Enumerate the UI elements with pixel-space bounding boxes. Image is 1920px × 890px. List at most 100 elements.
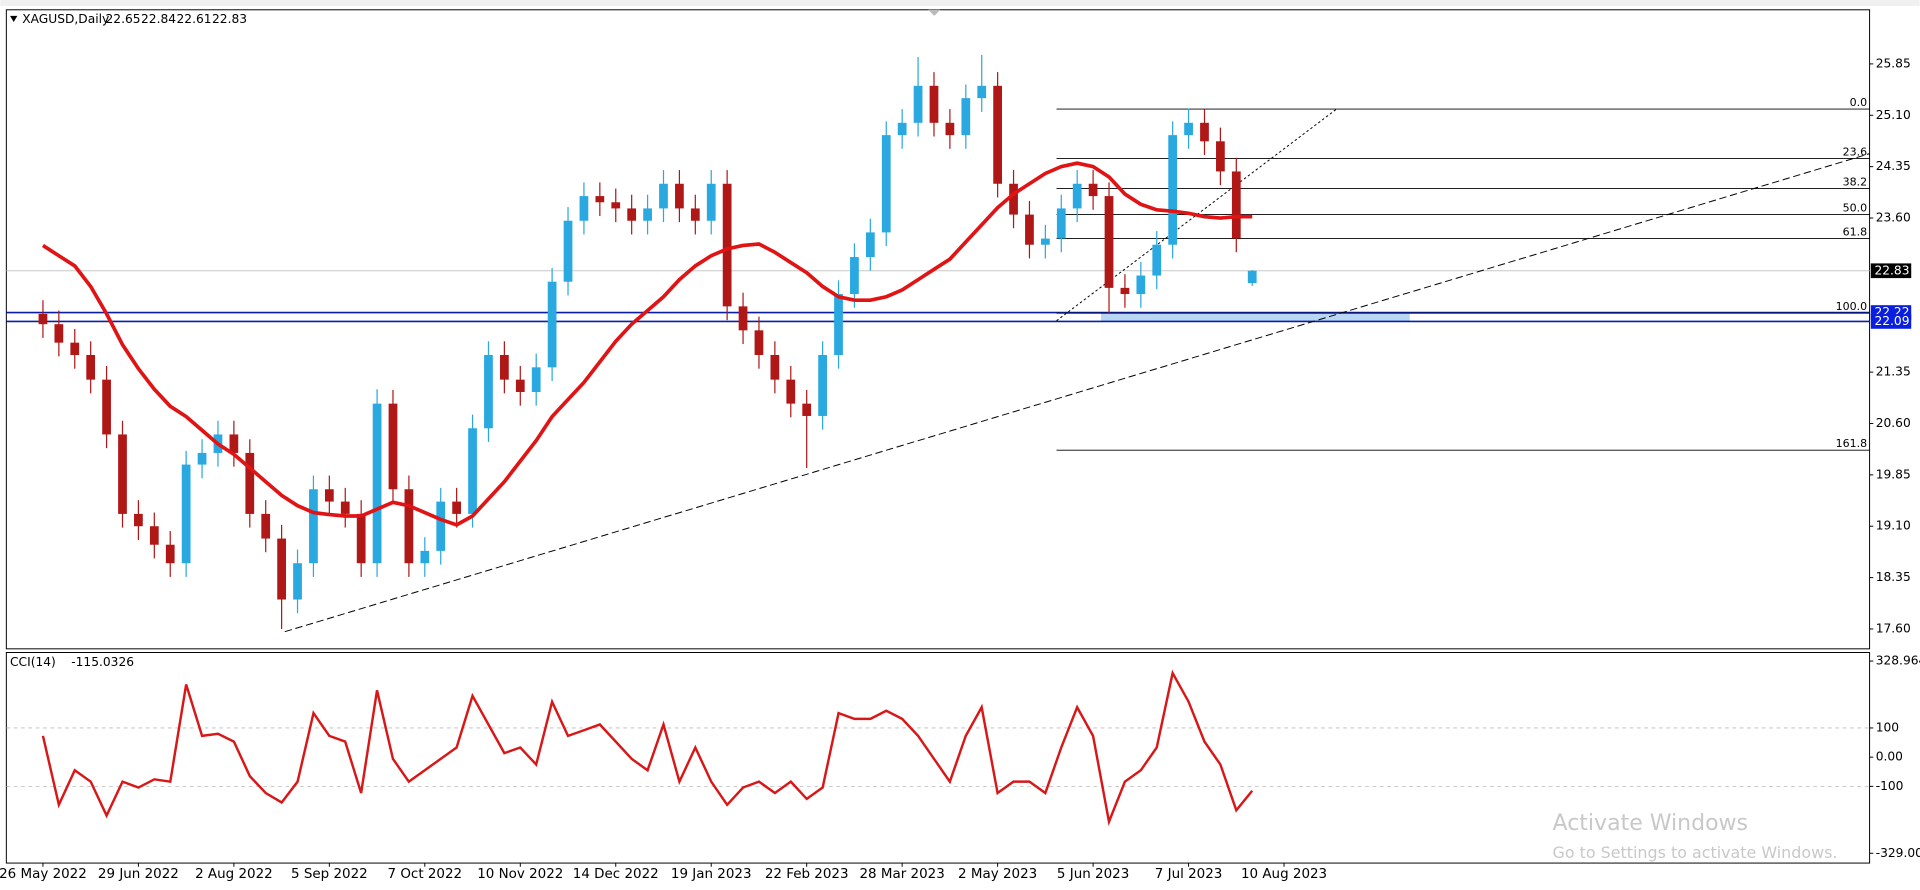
x-tick-label: 28 Mar 2023 <box>860 867 945 882</box>
candle-body <box>340 501 350 514</box>
x-tick-label: 5 Jun 2023 <box>1057 867 1129 882</box>
candle-body <box>420 550 430 564</box>
candle-body <box>515 379 525 392</box>
tab-strip <box>0 0 1920 7</box>
candle-body <box>134 513 143 527</box>
candle-body <box>452 501 462 514</box>
candle-body <box>818 354 827 416</box>
candle-body <box>1136 275 1146 295</box>
candle-body <box>118 434 127 514</box>
cci-line <box>41 669 1254 827</box>
candle-body <box>1216 141 1225 172</box>
price-tag <box>1870 314 1912 329</box>
candle-body <box>324 489 334 502</box>
candle-body <box>499 354 509 380</box>
fib-label: 161.8 <box>1836 437 1868 450</box>
candle-body <box>1040 238 1050 245</box>
candle-body <box>929 85 939 123</box>
candle-body <box>722 183 732 307</box>
y-tick-label: 17.60 <box>1876 621 1911 635</box>
y-tick-label: 20.60 <box>1876 416 1911 430</box>
moving-average <box>41 161 1253 527</box>
candle-body <box>38 313 48 325</box>
candle-body <box>993 85 1003 184</box>
candle-body <box>1104 196 1114 288</box>
candle-body <box>563 220 573 282</box>
fib-label: 23.6 <box>1843 145 1868 158</box>
candle-body <box>197 452 207 465</box>
candle-body <box>945 122 955 136</box>
x-tick-label: 26 May 2022 <box>0 867 87 882</box>
cci-value: -115.0326 <box>71 655 134 669</box>
support-zone <box>1101 312 1410 322</box>
candle-body <box>468 428 477 514</box>
y-tick-label: 18.35 <box>1876 570 1911 584</box>
candle-body <box>245 452 255 514</box>
candle-body <box>165 544 175 564</box>
y-tick-label: 328.964 <box>1876 654 1920 668</box>
watermark-subtitle: Go to Settings to activate Windows. <box>1553 843 1838 862</box>
y-tick-label: 24.35 <box>1876 159 1911 173</box>
x-tick-label: 14 Dec 2022 <box>573 867 659 882</box>
y-tick-label: 0.00 <box>1876 750 1903 764</box>
menu-arrow[interactable] <box>10 15 18 23</box>
candle-body <box>277 538 286 600</box>
candle-body <box>261 513 271 539</box>
x-tick-label: 22 Feb 2023 <box>765 867 849 882</box>
candle-body <box>770 354 780 380</box>
candle-body <box>149 526 159 545</box>
candle-body <box>850 257 859 295</box>
candle-body <box>54 324 64 343</box>
candle-body <box>1152 244 1162 276</box>
candle-body <box>690 208 700 221</box>
candle-body <box>611 202 621 209</box>
y-tick-label: 100 <box>1876 720 1899 734</box>
candle-body <box>356 513 366 564</box>
candle-body <box>579 196 589 221</box>
candle-body <box>1247 270 1257 284</box>
fib-label: 50.0 <box>1843 201 1868 214</box>
shift-marker <box>928 9 941 16</box>
candle-body <box>1088 183 1098 197</box>
y-tick-label: -329.000 <box>1876 846 1920 860</box>
candle-body <box>754 330 764 355</box>
candle-body <box>659 183 668 209</box>
candle-body <box>865 232 875 258</box>
candle-body <box>1200 122 1209 142</box>
ohlc-readout: 22.65 22.84 22.61 22.83 <box>106 12 248 26</box>
price-tag-label: 22.09 <box>1874 314 1909 328</box>
candle-body <box>1072 183 1082 209</box>
candle-body <box>643 208 652 221</box>
ohlc-value: 22.84 <box>141 12 176 26</box>
x-tick-label: 29 Jun 2022 <box>98 867 179 882</box>
y-tick-label: -100 <box>1876 779 1904 793</box>
candle-body <box>102 379 111 435</box>
y-tick-label: 25.85 <box>1876 56 1911 70</box>
ohlc-value: 22.61 <box>177 12 212 26</box>
price-tag-label: 22.83 <box>1874 263 1909 277</box>
x-tick-label: 10 Nov 2022 <box>477 867 563 882</box>
y-tick-label: 19.85 <box>1876 467 1911 481</box>
candle-body <box>309 489 318 564</box>
candle-body <box>786 379 796 404</box>
candle-body <box>70 342 80 355</box>
cci-title: CCI(14) <box>10 655 56 669</box>
x-tick-label: 10 Aug 2023 <box>1241 867 1327 882</box>
candle-body <box>802 403 812 416</box>
candle-body <box>1168 135 1178 245</box>
candle-body <box>1056 208 1066 239</box>
x-tick-label: 5 Sep 2022 <box>291 867 368 882</box>
ohlc-value: 22.65 <box>106 12 141 26</box>
candle-body <box>388 403 398 490</box>
candle-body <box>913 85 923 123</box>
candle-body <box>547 281 557 368</box>
x-tick-label: 2 May 2023 <box>958 867 1037 882</box>
candle-body <box>436 501 446 551</box>
candle-body <box>897 122 907 136</box>
candle-body <box>706 183 716 221</box>
candle-body <box>484 354 493 429</box>
candle-body <box>86 354 96 380</box>
candle-body <box>293 563 302 600</box>
